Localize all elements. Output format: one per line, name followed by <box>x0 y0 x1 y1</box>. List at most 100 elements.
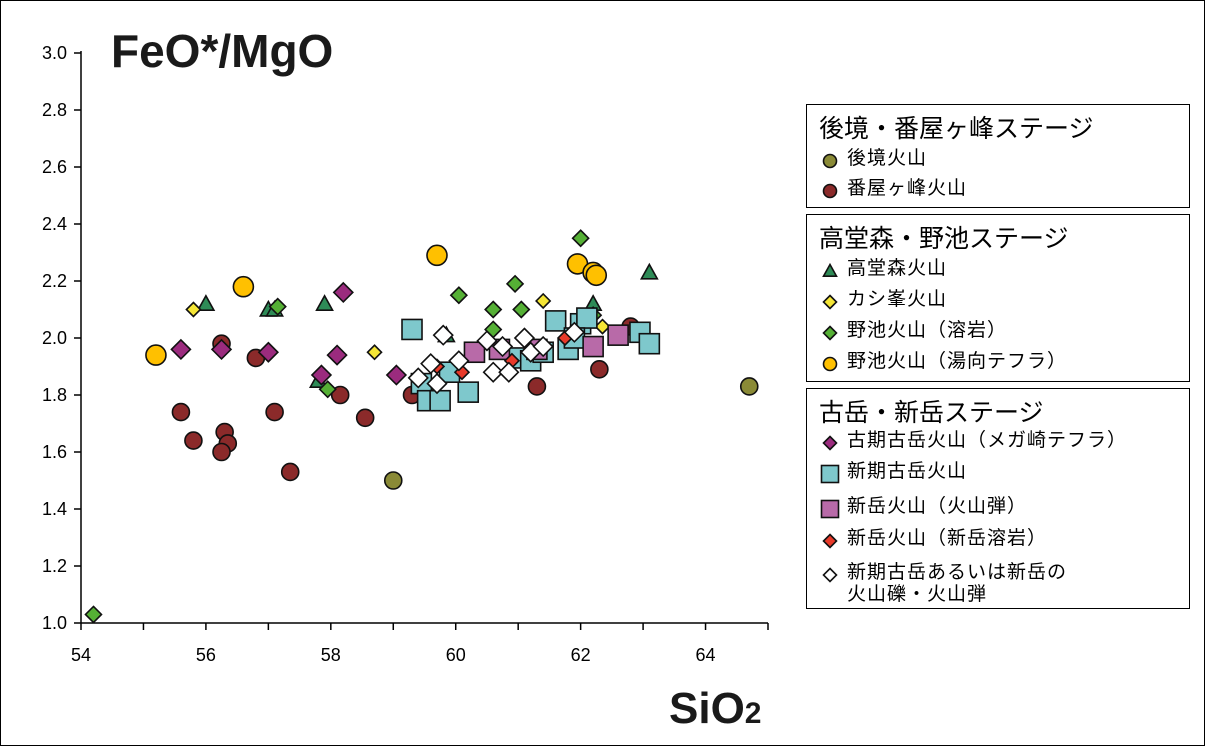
data-point <box>232 275 255 298</box>
data-point <box>84 605 103 624</box>
data-point <box>420 353 442 375</box>
data-point <box>535 292 552 310</box>
legend-item: 古期古岳火山（メガ崎テフラ） <box>819 429 1127 457</box>
data-point <box>607 324 629 346</box>
x-tick-label: 58 <box>321 645 341 665</box>
legend-label: 高堂森火山 <box>847 257 948 279</box>
legend-marker-shape <box>820 499 840 519</box>
data-point <box>594 318 611 335</box>
legend-label: 古期古岳火山（メガ崎テフラ） <box>847 429 1128 451</box>
data-points <box>84 229 759 624</box>
data-point <box>585 264 608 287</box>
data-point <box>563 321 586 343</box>
data-point <box>184 431 203 450</box>
data-point <box>505 274 525 293</box>
data-point <box>257 341 279 363</box>
data-point <box>582 335 604 358</box>
legend-marker <box>820 499 840 519</box>
legend-label: 新期古岳あるいは新岳の 火山礫・火山弾 <box>847 561 1068 605</box>
y-tick-label: 1.4 <box>42 499 67 519</box>
legend-group-1: 後境・番屋ヶ峰ステージ 後境火山 番屋ヶ峰火山 <box>806 104 1190 208</box>
data-point <box>265 402 284 422</box>
data-point <box>491 335 514 358</box>
data-point <box>210 338 233 361</box>
x-axis-label-subscript: 2 <box>745 697 762 730</box>
x-tick-label: 56 <box>196 645 216 665</box>
legend-marker-shape <box>822 435 838 451</box>
legend-marker-shape <box>822 325 838 341</box>
y-tick-label: 1.8 <box>42 385 67 405</box>
data-point <box>639 262 659 280</box>
x-tick-label: 62 <box>571 645 591 665</box>
legend-group-3: 古岳・新岳ステージ 古期古岳火山（メガ崎テフラ） 新期古岳火山 新岳火山（火山弾… <box>806 388 1190 609</box>
legend-label: 新岳火山（火山弾） <box>847 495 1028 517</box>
data-point <box>171 402 191 422</box>
legend-marker <box>822 435 838 451</box>
data-point <box>544 310 567 332</box>
data-point <box>457 381 480 403</box>
legend-marker <box>822 153 838 169</box>
x-axis-label-main: SiO <box>669 684 745 733</box>
legend-label: 新岳火山（新岳溶岩） <box>847 527 1048 549</box>
legend-group-title: 後境・番屋ヶ峰ステージ <box>819 114 1094 143</box>
legend-group-title: 古岳・新岳ステージ <box>819 398 1044 427</box>
data-point <box>590 360 609 379</box>
data-point <box>513 327 536 349</box>
legend-item: 新期古岳あるいは新岳の 火山礫・火山弾 <box>819 561 1067 605</box>
legend-marker-shape <box>822 294 838 310</box>
data-point <box>638 332 661 355</box>
data-point <box>448 350 470 372</box>
y-tick-label: 2.6 <box>42 157 67 177</box>
data-point <box>332 281 354 304</box>
data-point <box>318 380 337 399</box>
x-tick-label: 64 <box>696 645 716 665</box>
legend-marker <box>820 464 840 484</box>
legend-label: 野池火山（湯向テフラ） <box>847 350 1068 372</box>
data-point <box>432 324 454 346</box>
legend-marker-shape <box>822 356 838 372</box>
legend-marker-shape <box>822 153 838 169</box>
legend-item: 新岳火山（新岳溶岩） <box>819 527 1047 555</box>
legend-marker <box>822 567 838 583</box>
legend-marker <box>822 356 838 372</box>
data-point <box>212 442 231 462</box>
data-point <box>463 341 486 364</box>
y-tick-label: 3.0 <box>42 43 67 63</box>
data-point <box>426 244 448 267</box>
legend-marker-shape <box>822 533 838 549</box>
legend-group-2: 高堂森・野池ステージ 高堂森火山 カシ峯火山 野池火山（溶岩） 野池火山（湯向テ… <box>806 214 1190 382</box>
y-axis-label: FeO*/MgO <box>111 25 333 77</box>
legend-label: 後境火山 <box>847 147 928 169</box>
y-tick-label: 1.2 <box>42 556 67 576</box>
x-tick-label: 54 <box>71 645 91 665</box>
legend-marker <box>822 294 838 310</box>
legend-marker-shape <box>822 262 838 278</box>
legend-item: 高堂森火山 <box>819 257 947 285</box>
legend-marker <box>822 533 838 549</box>
legend-label: 野池火山（溶岩） <box>847 319 1008 341</box>
legend-item: カシ峯火山 <box>819 288 947 316</box>
x-tick-label: 60 <box>446 645 466 665</box>
legend-label: カシ峯火山 <box>847 288 948 310</box>
legend-item: 後境火山 <box>819 147 927 175</box>
data-point <box>429 389 451 412</box>
y-tick-label: 1.6 <box>42 442 67 462</box>
data-point <box>385 364 408 386</box>
data-point <box>401 318 423 341</box>
data-point <box>315 294 334 312</box>
data-point <box>355 408 375 428</box>
legend-item: 新期古岳火山 <box>819 460 967 488</box>
legend-item: 野池火山（溶岩） <box>819 319 1007 347</box>
data-point <box>407 367 429 389</box>
y-tick-label: 1.0 <box>42 613 67 633</box>
data-point <box>170 338 192 361</box>
y-tick-label: 2.2 <box>42 271 67 291</box>
legend-marker-shape <box>822 567 838 583</box>
data-point <box>268 297 287 316</box>
axes: 1.0 1.2 1.4 1.6 1.8 2.0 2.2 2.4 2.6 2.8 3.0 54 56 58 6… <box>42 43 769 665</box>
data-point <box>484 300 503 319</box>
data-point <box>482 361 504 383</box>
legend-marker <box>822 325 838 341</box>
